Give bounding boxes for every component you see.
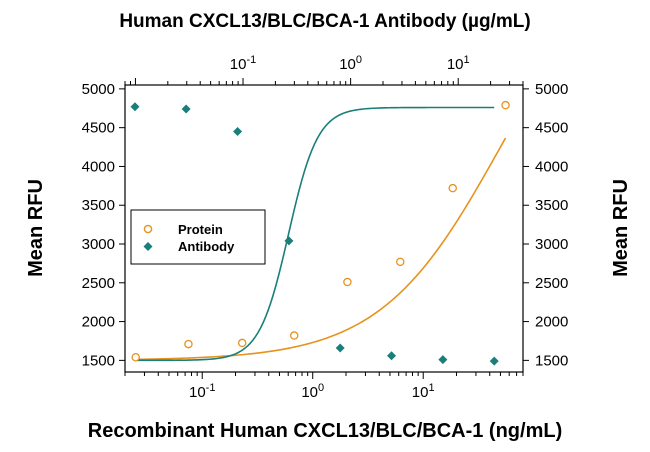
- y-axis-ticks: 1500 1500 2000 2000 2500 2500 3000 3000 3500 3500…: [82, 81, 569, 369]
- legend-label-protein: Protein: [178, 222, 223, 237]
- y-left-tick-label: 5000: [82, 81, 115, 98]
- data-point-antibody: [233, 127, 243, 137]
- x-axis-title: Recombinant Human CXCL13/BLC/BCA-1 (ng/m…: [88, 420, 562, 442]
- y-left-tick-label: 3000: [82, 236, 115, 253]
- bottom-axis-tick-label: 101: [412, 382, 435, 401]
- data-point-antibody: [489, 356, 499, 366]
- chart-title: Human CXCL13/BLC/BCA-1 Antibody (µg/mL): [119, 11, 530, 32]
- top-axis-tick-label: 10-1: [230, 54, 256, 73]
- top-axis-tick-label: 100: [339, 54, 362, 73]
- data-point-protein: [289, 331, 299, 340]
- bottom-axis-tick-label: 100: [301, 382, 324, 401]
- fit-curve-protein: [135, 137, 507, 361]
- legend-marker-antibody: [143, 242, 153, 251]
- data-point-protein: [396, 257, 405, 267]
- y-right-tick-label: 2000: [535, 314, 568, 331]
- data-point-protein: [237, 338, 247, 348]
- data-point-antibody: [181, 104, 191, 114]
- y-left-tick-label: 4000: [82, 158, 115, 175]
- y-axis-title-right: Mean RFU: [610, 179, 632, 277]
- y-right-tick-label: 3000: [535, 236, 568, 253]
- data-points: [130, 100, 510, 366]
- data-point-protein: [184, 339, 193, 349]
- legend: Protein Antibody: [130, 209, 266, 265]
- legend-label-antibody: Antibody: [178, 239, 235, 254]
- y-right-tick-label: 5000: [535, 81, 568, 98]
- legend-marker-protein: [143, 224, 153, 234]
- y-right-tick-label: 4500: [535, 120, 568, 137]
- data-point-antibody: [438, 355, 448, 365]
- y-right-tick-label: 1500: [535, 352, 568, 369]
- plot-frame: [124, 84, 524, 373]
- y-right-tick-label: 2500: [535, 275, 568, 292]
- y-left-tick-label: 2500: [82, 275, 115, 292]
- data-point-protein: [448, 183, 457, 193]
- data-point-protein: [343, 277, 352, 287]
- data-point-protein: [131, 353, 140, 362]
- y-right-tick-label: 3500: [535, 197, 568, 214]
- top-axis-tick-label: 101: [447, 54, 470, 73]
- y-left-tick-label: 4500: [82, 120, 115, 137]
- y-left-tick-label: 1500: [82, 352, 115, 369]
- top-axis-ticks: 10-1 100 101: [124, 54, 524, 85]
- bottom-axis-tick-label: 10-1: [189, 382, 215, 401]
- data-point-antibody: [387, 351, 397, 361]
- legend-box: [130, 209, 266, 265]
- data-point-protein: [501, 100, 510, 110]
- data-point-antibody: [130, 102, 140, 112]
- y-axis-title-left: Mean RFU: [25, 179, 47, 277]
- y-left-tick-label: 2000: [82, 314, 115, 331]
- data-point-antibody: [335, 343, 345, 353]
- bottom-axis-ticks: 10-1 100 101: [124, 372, 524, 401]
- fit-curves: [134, 106, 507, 362]
- fit-curve-antibody: [134, 106, 495, 362]
- data-point-antibody: [284, 236, 294, 246]
- y-left-tick-label: 3500: [82, 197, 115, 214]
- y-right-tick-label: 4000: [535, 158, 568, 175]
